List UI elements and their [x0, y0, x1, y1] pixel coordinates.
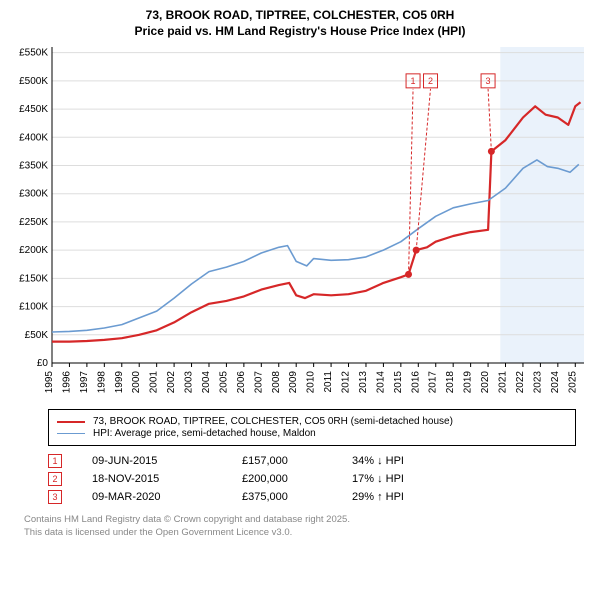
- footer-line-2: This data is licensed under the Open Gov…: [24, 527, 576, 539]
- svg-text:£300K: £300K: [19, 189, 48, 200]
- sale-diff: 34% ↓ HPI: [352, 455, 462, 467]
- sale-date: 18-NOV-2015: [92, 473, 242, 485]
- svg-text:2013: 2013: [358, 371, 369, 394]
- svg-text:2017: 2017: [428, 371, 439, 394]
- svg-text:3: 3: [486, 76, 491, 86]
- chart-title: 73, BROOK ROAD, TIPTREE, COLCHESTER, CO5…: [12, 8, 588, 39]
- legend-label: 73, BROOK ROAD, TIPTREE, COLCHESTER, CO5…: [93, 416, 453, 427]
- sale-marker: 1: [48, 454, 62, 468]
- legend-swatch: [57, 433, 85, 434]
- svg-text:£150K: £150K: [19, 274, 48, 285]
- svg-text:2: 2: [428, 76, 433, 86]
- legend-label: HPI: Average price, semi-detached house,…: [93, 428, 316, 439]
- sale-marker: 2: [48, 472, 62, 486]
- svg-text:2023: 2023: [532, 371, 543, 394]
- svg-text:£0: £0: [37, 358, 49, 369]
- svg-text:2015: 2015: [393, 371, 404, 394]
- svg-text:£50K: £50K: [25, 330, 49, 341]
- svg-text:£500K: £500K: [19, 76, 48, 87]
- svg-text:£350K: £350K: [19, 161, 48, 172]
- svg-text:2006: 2006: [236, 371, 247, 394]
- legend-swatch: [57, 421, 85, 423]
- legend-item: 73, BROOK ROAD, TIPTREE, COLCHESTER, CO5…: [57, 416, 567, 427]
- svg-text:1997: 1997: [79, 371, 90, 394]
- title-line-2: Price paid vs. HM Land Registry's House …: [12, 24, 588, 40]
- legend: 73, BROOK ROAD, TIPTREE, COLCHESTER, CO5…: [48, 409, 576, 446]
- svg-text:1996: 1996: [61, 371, 72, 394]
- svg-text:1999: 1999: [114, 371, 125, 394]
- svg-text:2003: 2003: [184, 371, 195, 394]
- svg-text:2004: 2004: [201, 371, 212, 394]
- svg-text:2005: 2005: [218, 371, 229, 394]
- svg-text:1: 1: [411, 76, 416, 86]
- svg-text:2008: 2008: [271, 371, 282, 394]
- svg-text:2016: 2016: [410, 371, 421, 394]
- footer-line-1: Contains HM Land Registry data © Crown c…: [24, 514, 576, 526]
- svg-text:£250K: £250K: [19, 217, 48, 228]
- sale-date: 09-MAR-2020: [92, 491, 242, 503]
- svg-text:2007: 2007: [253, 371, 264, 394]
- sale-marker: 3: [48, 490, 62, 504]
- svg-text:2022: 2022: [515, 371, 526, 394]
- svg-text:2002: 2002: [166, 371, 177, 394]
- sale-row: 1 09-JUN-2015£157,00034% ↓ HPI: [48, 454, 576, 468]
- svg-text:2010: 2010: [306, 371, 317, 394]
- svg-text:1995: 1995: [44, 371, 55, 394]
- svg-text:2000: 2000: [131, 371, 142, 394]
- svg-text:2009: 2009: [288, 371, 299, 394]
- svg-text:2011: 2011: [323, 371, 334, 393]
- svg-text:£400K: £400K: [19, 132, 48, 143]
- sale-price: £157,000: [242, 455, 352, 467]
- svg-text:2024: 2024: [550, 371, 561, 394]
- title-line-1: 73, BROOK ROAD, TIPTREE, COLCHESTER, CO5…: [12, 8, 588, 24]
- chart-svg: £0 £50K £100K £150K £200K £250K £300K £350K £400…: [12, 43, 588, 403]
- sale-price: £375,000: [242, 491, 352, 503]
- svg-text:2012: 2012: [341, 371, 352, 394]
- footer-attribution: Contains HM Land Registry data © Crown c…: [24, 514, 576, 539]
- svg-text:£100K: £100K: [19, 302, 48, 313]
- svg-text:£450K: £450K: [19, 104, 48, 115]
- svg-text:2025: 2025: [567, 371, 578, 394]
- svg-text:£550K: £550K: [19, 48, 48, 59]
- svg-text:2014: 2014: [375, 371, 386, 394]
- legend-item: HPI: Average price, semi-detached house,…: [57, 428, 567, 439]
- sale-row: 2 18-NOV-2015£200,00017% ↓ HPI: [48, 472, 576, 486]
- sale-diff: 29% ↑ HPI: [352, 491, 462, 503]
- chart-container: 73, BROOK ROAD, TIPTREE, COLCHESTER, CO5…: [0, 0, 600, 590]
- svg-text:£200K: £200K: [19, 245, 48, 256]
- sale-date: 09-JUN-2015: [92, 455, 242, 467]
- chart-plot: £0 £50K £100K £150K £200K £250K £300K £350K £400…: [12, 43, 588, 403]
- sales-table: 1 09-JUN-2015£157,00034% ↓ HPI 2 18-NOV-201…: [48, 454, 576, 504]
- sale-diff: 17% ↓ HPI: [352, 473, 462, 485]
- svg-text:2018: 2018: [445, 371, 456, 394]
- svg-text:1998: 1998: [96, 371, 107, 394]
- svg-text:2021: 2021: [498, 371, 509, 394]
- sale-price: £200,000: [242, 473, 352, 485]
- svg-text:2001: 2001: [149, 371, 160, 394]
- sale-row: 3 09-MAR-2020£375,00029% ↑ HPI: [48, 490, 576, 504]
- svg-text:2019: 2019: [463, 371, 474, 394]
- svg-text:2020: 2020: [480, 371, 491, 394]
